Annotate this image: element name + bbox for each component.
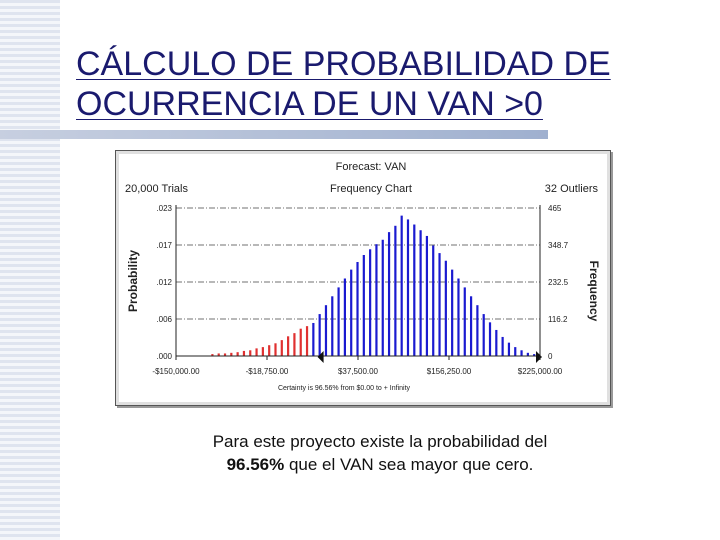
main-bar <box>495 329 498 356</box>
left-tail-bar <box>255 348 258 356</box>
main-bar <box>501 336 504 356</box>
main-bar <box>526 352 529 356</box>
left-tail-bar <box>280 340 283 356</box>
main-bar <box>520 350 523 356</box>
outliers-label: 32 Outliers <box>545 183 599 195</box>
left-tail-bar <box>211 354 214 356</box>
left-tail-bar <box>305 326 309 356</box>
y-tick-label-right: 465 <box>548 204 562 213</box>
y-tick-label-left: .000 <box>156 352 172 361</box>
y-tick-label-left: .017 <box>156 241 172 250</box>
left-decorative-band <box>0 0 60 540</box>
main-bar <box>387 232 391 356</box>
main-bar <box>425 235 429 356</box>
y-tick-label-right: 0 <box>548 352 553 361</box>
caption-line-2-text: que el VAN sea mayor que cero. <box>284 455 534 474</box>
main-bar <box>350 269 353 356</box>
main-bar <box>381 239 384 356</box>
main-bar <box>406 219 410 356</box>
x-tick-label: $225,000.00 <box>518 367 563 376</box>
caption-line-2: 96.56% que el VAN sea mayor que cero. <box>140 453 620 476</box>
main-bar <box>362 255 365 356</box>
y-tick-label-right: 348.7 <box>548 241 569 250</box>
x-tick-label: $37,500.00 <box>338 367 379 376</box>
left-tail-bar <box>274 343 277 356</box>
left-tail-bar <box>287 336 290 356</box>
crystal-ball-frequency-chart: .023 465 .017 348.7 .012 232.5 .006 116.2 .000 0 -… <box>115 150 611 406</box>
y-axis-label-right: Frequency <box>587 261 601 322</box>
left-tail-bar <box>236 352 239 356</box>
main-bar <box>507 342 511 356</box>
main-bar <box>324 305 328 356</box>
left-tail-bar <box>230 352 233 356</box>
main-bar <box>312 322 315 356</box>
main-bar <box>432 245 435 356</box>
main-bar <box>469 296 473 356</box>
chart-svg: .023 465 .017 348.7 .012 232.5 .006 116.2 .000 0 -… <box>125 161 601 392</box>
left-tail-bar <box>299 328 302 356</box>
slide-title-line-2: OCURRENCIA DE UN VAN >0 <box>76 85 543 123</box>
main-bar <box>419 230 422 356</box>
left-tail-bar <box>261 347 264 356</box>
y-tick-label-right: 232.5 <box>548 278 569 287</box>
trials-label: 20,000 Trials <box>125 183 188 195</box>
left-tail-bar <box>249 350 252 356</box>
left-tail-bar <box>268 345 271 356</box>
chart-subtitle: Frequency Chart <box>330 183 412 195</box>
main-bar <box>488 322 492 356</box>
caption-line-1: Para este proyecto existe la probabilida… <box>212 432 548 451</box>
x-tick-label: $156,250.00 <box>427 367 472 376</box>
y-tick-label-right: 116.2 <box>548 315 568 324</box>
x-tick-label: -$18,750.00 <box>246 367 289 376</box>
y-axis-label-left: Probability <box>126 250 140 312</box>
main-bar <box>514 347 517 356</box>
slide-title-line-1: CÁLCULO DE PROBABILIDAD DE <box>76 45 611 83</box>
chart-title: Forecast: VAN <box>336 161 407 173</box>
left-tail-bar <box>242 350 246 356</box>
main-bar <box>457 278 460 356</box>
x-tick-label: -$150,000.00 <box>152 367 200 376</box>
slide-title: CÁLCULO DE PROBABILIDAD DE OCURRENCIA DE… <box>76 44 676 124</box>
caption-percentage: 96.56% <box>226 455 285 474</box>
main-bar <box>343 278 346 356</box>
title-underline-rule <box>0 130 548 139</box>
left-tail-bar <box>293 333 296 356</box>
bars-layer <box>211 215 536 356</box>
certainty-left-marker <box>317 351 324 363</box>
main-bar <box>356 261 359 356</box>
axes-layer <box>175 205 542 363</box>
main-bar <box>318 314 321 356</box>
y-tick-label-left: .023 <box>156 204 172 213</box>
y-tick-label-left: .012 <box>156 278 172 287</box>
main-bar <box>400 215 403 356</box>
main-bar <box>482 314 485 356</box>
certainty-label: Certainty is 96.56% from $0.00 to + Infi… <box>278 385 411 392</box>
y-tick-label-left: .006 <box>156 315 172 324</box>
left-tail-bar <box>223 353 227 356</box>
main-bar <box>476 305 479 356</box>
main-bar <box>463 287 466 356</box>
certainty-right-marker <box>536 351 542 363</box>
main-bar <box>369 249 372 356</box>
main-bar <box>451 269 454 356</box>
left-tail-bar <box>217 353 220 356</box>
main-bar <box>444 260 447 356</box>
main-bar <box>375 244 378 356</box>
main-bar <box>438 253 441 356</box>
main-bar <box>331 296 334 356</box>
main-bar <box>533 354 536 356</box>
main-bar <box>337 287 340 356</box>
caption: Para este proyecto existe la probabilida… <box>140 430 620 476</box>
main-bar <box>413 224 416 356</box>
labels-layer: .023 465 .017 348.7 .012 232.5 .006 116.2 .000 0 -… <box>152 204 568 376</box>
main-bar <box>394 225 397 356</box>
